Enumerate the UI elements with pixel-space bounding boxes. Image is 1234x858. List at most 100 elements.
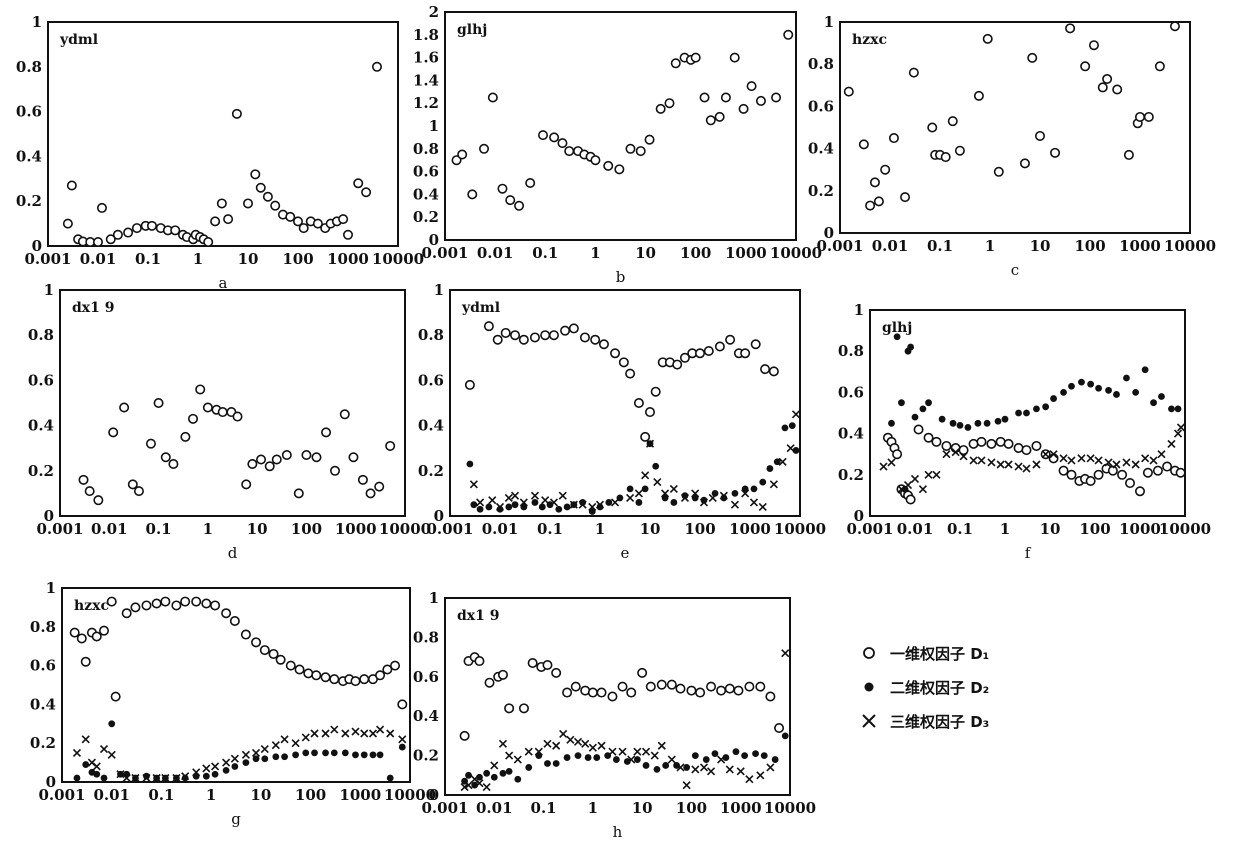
data-point: [736, 767, 745, 776]
data-point: [768, 366, 779, 377]
data-point: [702, 756, 710, 763]
data-point: [247, 459, 258, 470]
data-point: [518, 334, 529, 345]
data-point: [947, 116, 958, 127]
y-tick-label: 1: [429, 589, 439, 607]
data-point: [376, 751, 384, 759]
x-tick-label: 10000: [1159, 520, 1211, 538]
series-d1: [464, 321, 779, 442]
x-tick-label: 100: [676, 799, 707, 817]
data-point: [133, 486, 144, 497]
data-point: [706, 681, 717, 692]
data-point: [1048, 453, 1059, 464]
data-point: [127, 479, 138, 490]
data-point: [310, 729, 319, 738]
panel-d: 0 0.2 0.4 0.6 0.8 1 0.001 0.01 0.1 1 10 100 1000 1000…: [28, 281, 431, 562]
x-tick-label: 0.1: [146, 520, 172, 538]
panel-c-frame: [839, 21, 1191, 234]
y-tick-label: 0.4: [413, 185, 439, 203]
data-point: [714, 341, 725, 352]
data-point: [977, 456, 986, 465]
y-tick-label: 0.8: [808, 55, 834, 73]
data-point: [719, 491, 728, 500]
data-point: [1154, 61, 1165, 72]
data-point: [717, 755, 726, 764]
legend-item-d3: 三维权因子 D₃: [858, 704, 1118, 738]
data-point: [259, 645, 270, 656]
data-point: [958, 445, 969, 456]
data-point: [667, 755, 676, 764]
x-tick-label: 10: [247, 520, 268, 538]
data-point: [610, 498, 620, 507]
data-point: [564, 146, 575, 157]
y-tick-label: 0.2: [28, 462, 54, 480]
data-point: [672, 359, 683, 370]
data-point: [105, 234, 116, 245]
y-tick-label: 0: [434, 507, 444, 525]
data-point: [908, 67, 919, 78]
data-point: [1112, 84, 1123, 95]
data-point: [256, 454, 267, 465]
data-point: [153, 397, 164, 408]
data-point: [691, 765, 700, 774]
data-point: [281, 753, 288, 761]
data-point: [1078, 378, 1085, 386]
data-point: [203, 237, 214, 248]
data-point: [330, 465, 341, 476]
data-point: [940, 152, 951, 163]
x-tick-label: 10: [640, 520, 661, 538]
data-point: [755, 681, 766, 692]
data-point: [942, 450, 951, 459]
x-tick-label: 10: [1040, 520, 1061, 538]
data-point: [588, 743, 597, 752]
data-point: [211, 762, 220, 771]
panel-d-frame: [59, 289, 406, 517]
y-tick-label: 1.4: [413, 71, 439, 89]
x-tick-label: 10000: [770, 244, 822, 262]
data-point: [251, 637, 262, 648]
data-point: [93, 237, 104, 248]
data-point: [223, 214, 234, 225]
series-d1: [62, 61, 382, 248]
data-point: [1001, 415, 1009, 423]
data-point: [786, 444, 795, 453]
data-point: [1176, 423, 1186, 432]
data-point: [752, 750, 759, 758]
data-point: [731, 490, 739, 497]
data-point: [1117, 469, 1128, 480]
y-tick-label: 0.8: [413, 140, 439, 158]
x-tick-label: 0.01: [897, 520, 934, 538]
data-point: [1174, 405, 1182, 413]
data-point: [531, 499, 539, 506]
data-point: [1049, 450, 1058, 459]
series-d1: [882, 424, 1186, 505]
data-point: [181, 774, 189, 782]
data-point: [941, 440, 952, 451]
y-tick-label: 0.8: [30, 618, 56, 636]
x-tick-label: 10: [238, 250, 259, 268]
data-point: [927, 122, 938, 133]
y-tick-label: 0.6: [418, 371, 444, 389]
data-point: [596, 687, 607, 698]
data-point: [375, 670, 386, 681]
data-point: [1013, 443, 1024, 454]
y-tick-label: 0: [854, 507, 864, 525]
data-point: [724, 683, 735, 694]
data-point: [110, 691, 121, 702]
data-point: [141, 600, 152, 611]
data-point: [146, 220, 157, 231]
data-point: [540, 330, 551, 341]
panel-title: ydml: [59, 32, 98, 48]
data-point: [679, 352, 690, 363]
data-point: [625, 368, 636, 379]
data-point: [1041, 450, 1050, 459]
panel-title: glhj: [882, 320, 912, 336]
data-point: [623, 758, 631, 765]
data-point: [766, 465, 774, 472]
x-tick-label: 1: [588, 799, 598, 817]
data-point: [587, 687, 598, 698]
data-point: [460, 783, 469, 792]
x-tick-label: 0.01: [482, 520, 519, 538]
data-point: [758, 502, 767, 512]
data-point: [690, 52, 701, 63]
